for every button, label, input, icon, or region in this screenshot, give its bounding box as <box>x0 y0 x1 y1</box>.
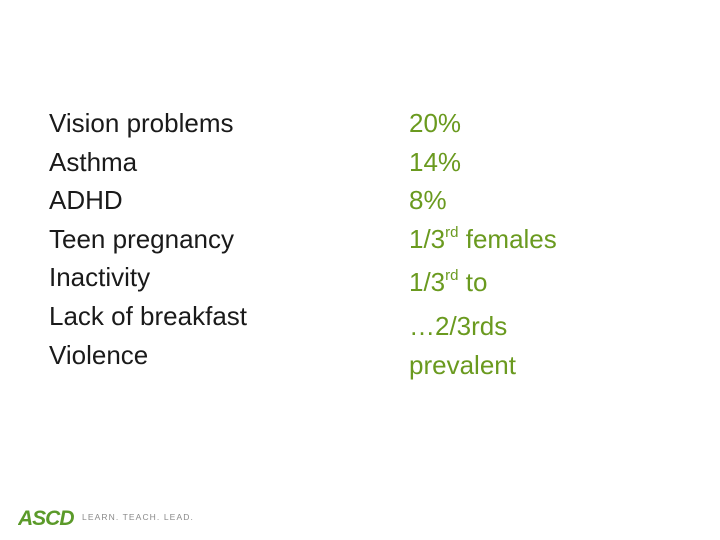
prevalence-item: 8% <box>409 185 447 216</box>
prevalence-fraction: 1/3 <box>409 223 446 254</box>
condition-item: Inactivity <box>49 262 151 293</box>
prevalence-list: 20% 14% 8% 1/3rd females 1/3rd to …2/3rd… <box>409 104 557 384</box>
condition-item: Violence <box>49 339 149 370</box>
condition-list: Vision problems Asthma ADHD Teen pregnan… <box>49 104 247 374</box>
prevalence-fraction: 1/3 <box>409 267 446 298</box>
logo-wordmark: ASCD <box>18 507 74 528</box>
ascd-logo-icon: ASCD <box>18 507 75 528</box>
condition-item: Lack of breakfast <box>49 300 247 331</box>
prevalence-item: 20% <box>409 108 462 138</box>
condition-item: Vision problems <box>49 108 234 138</box>
prevalence-item: …2/3rds <box>409 310 508 341</box>
condition-item: Asthma <box>49 146 138 177</box>
prevalence-item: 1/3rd to <box>409 263 557 307</box>
ordinal-suffix: rd <box>445 223 459 241</box>
prevalence-item: 1/3rd females <box>409 220 557 264</box>
condition-item: ADHD <box>49 185 123 216</box>
condition-item: Teen pregnancy <box>49 223 235 254</box>
prevalence-item: prevalent <box>409 349 516 380</box>
prevalence-qualifier: females <box>458 223 557 254</box>
prevalence-qualifier: to <box>458 267 488 298</box>
prevalence-item: 14% <box>409 146 462 177</box>
ordinal-suffix: rd <box>445 267 459 285</box>
ascd-logo: ASCD LEARN. TEACH. LEAD. <box>18 506 194 528</box>
logo-tagline: LEARN. TEACH. LEAD. <box>82 512 194 522</box>
